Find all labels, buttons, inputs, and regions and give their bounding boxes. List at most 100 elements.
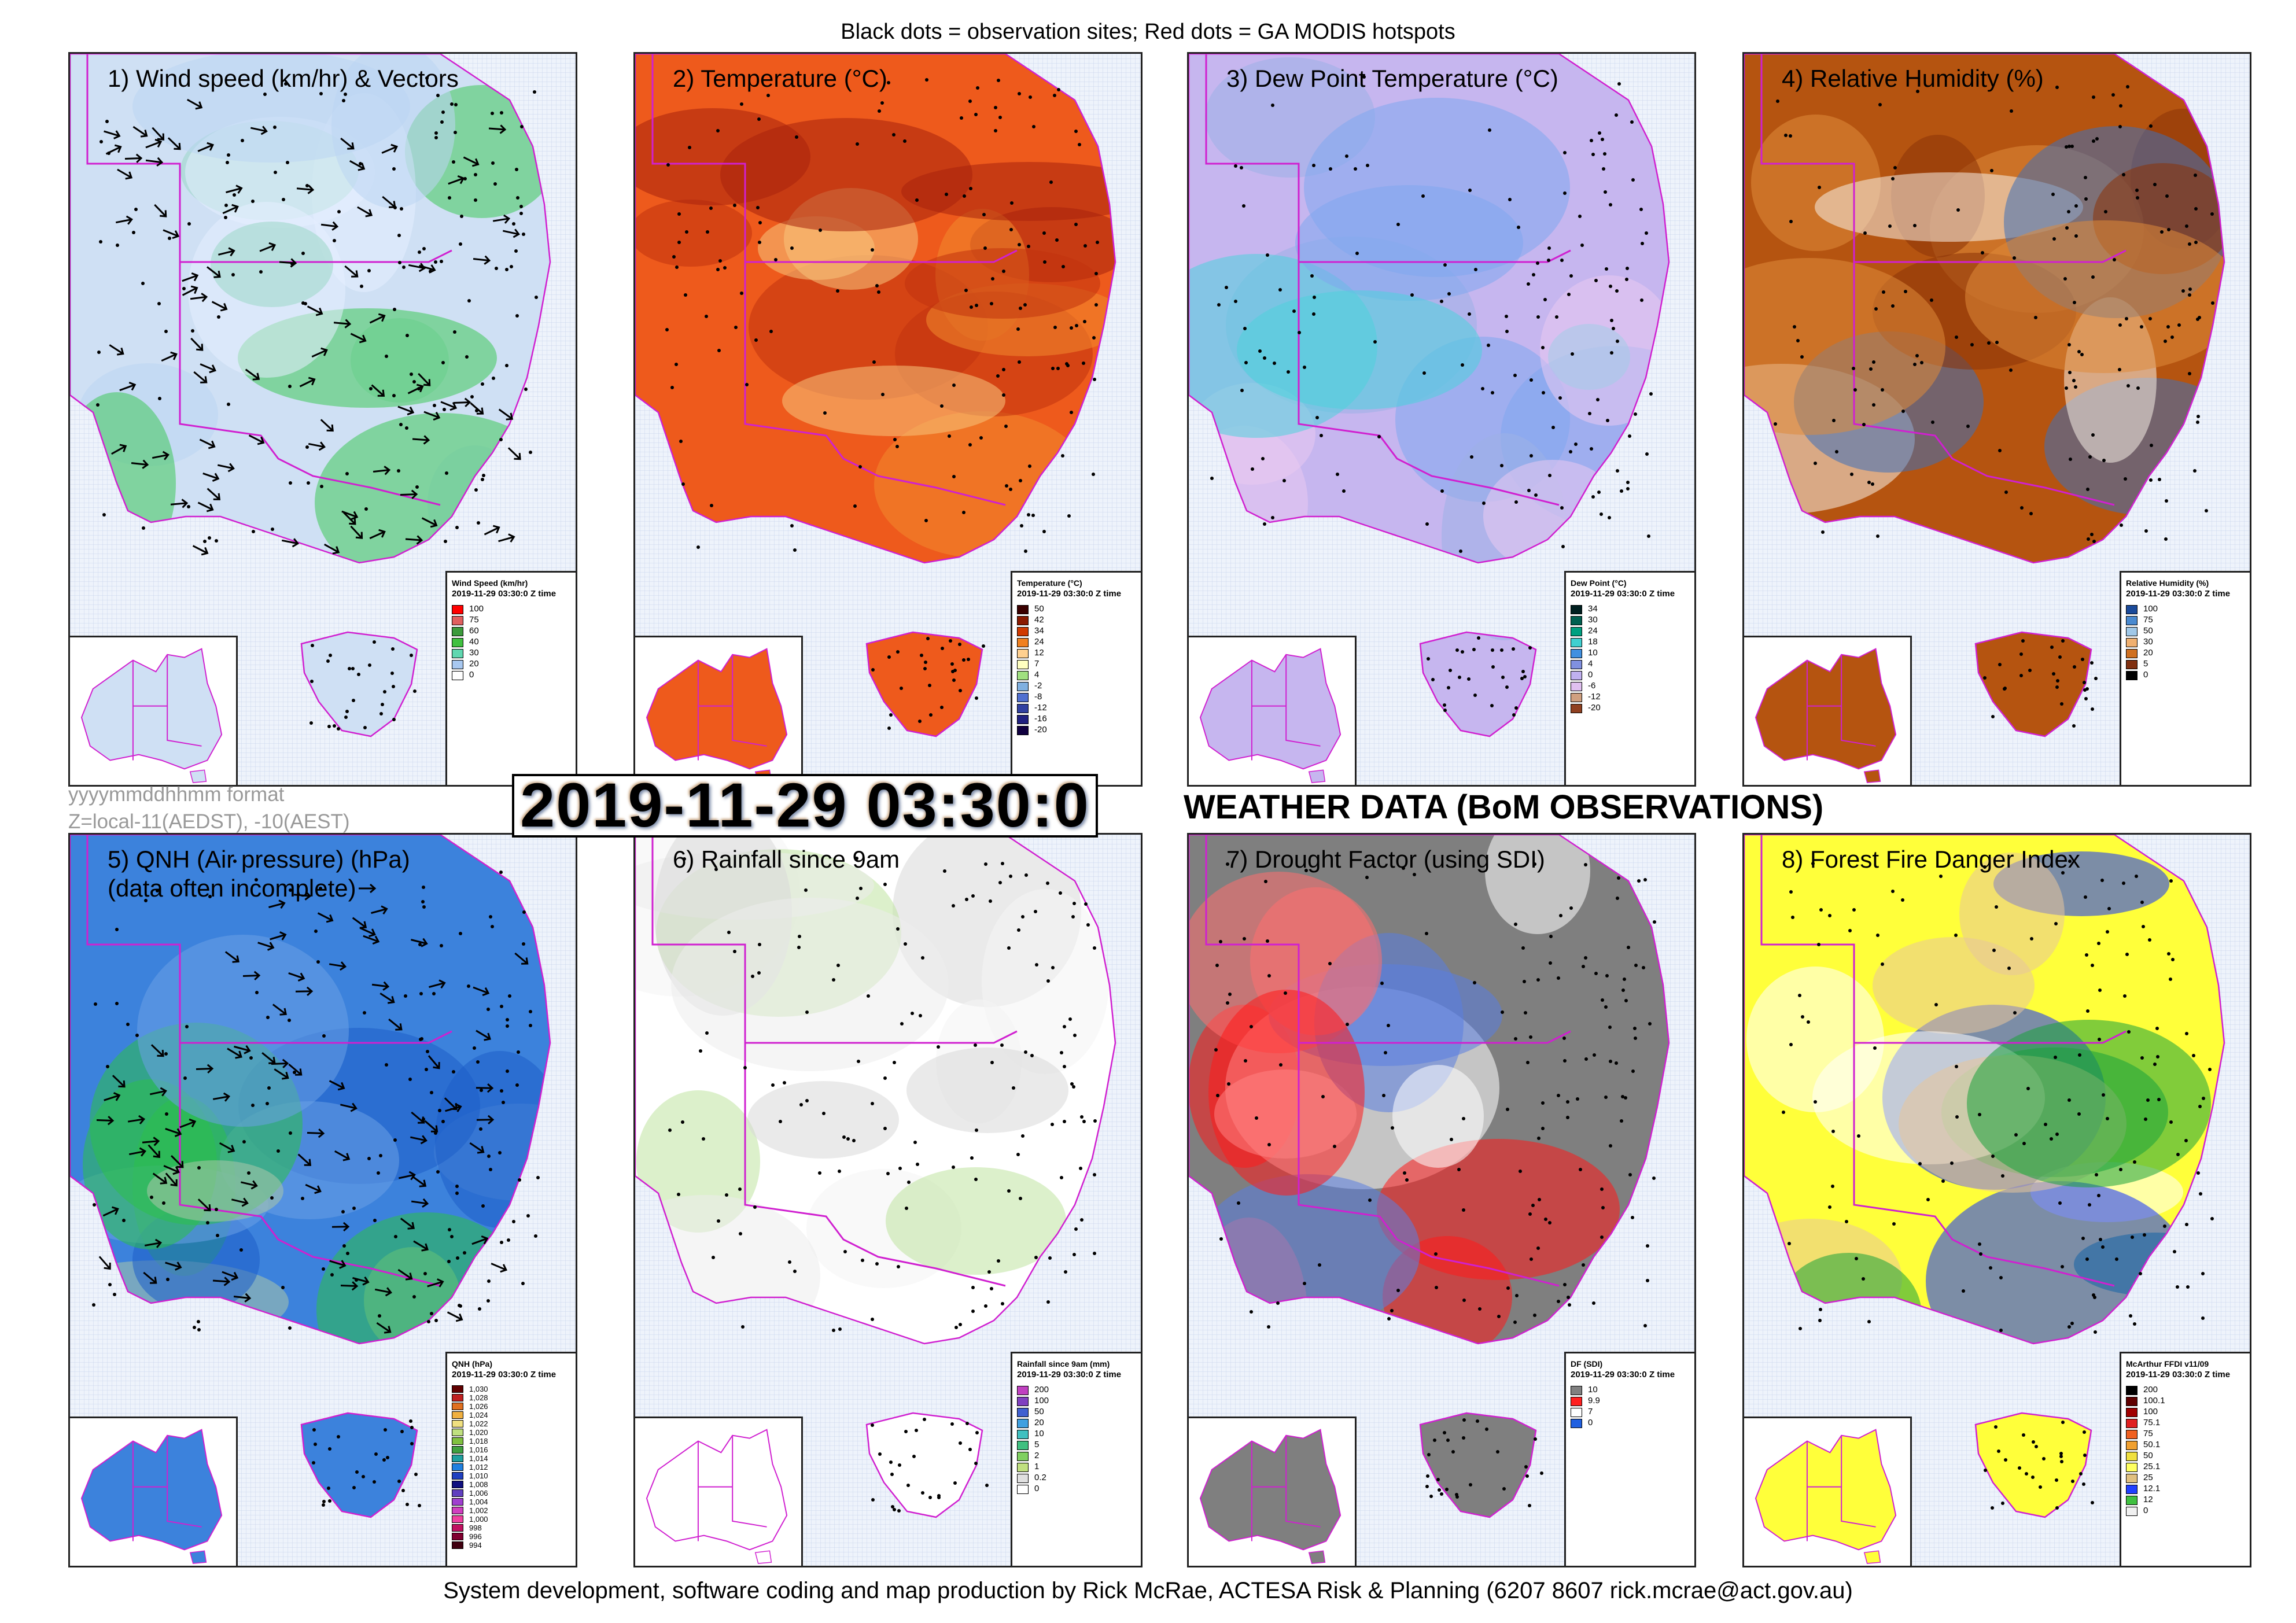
observation-site-dot: [1525, 1474, 1529, 1478]
legend-time: 2019-11-29 03:30:0 Z time: [452, 588, 557, 599]
observation-site-dot: [1867, 1320, 1871, 1323]
observation-site-dot: [1292, 309, 1296, 313]
wind-vector-arrow: [333, 319, 352, 329]
observation-site-dot: [373, 640, 376, 644]
observation-site-dot: [206, 1221, 209, 1224]
observation-site-dot: [2091, 433, 2095, 437]
observation-site-dot: [898, 1167, 902, 1170]
legend-label: 20: [2143, 648, 2153, 658]
observation-site-dot: [790, 524, 794, 528]
observation-site-dot: [1513, 1320, 1517, 1324]
observation-site-dot: [474, 173, 477, 176]
observation-site-dot: [255, 878, 258, 881]
legend-item: 42: [1017, 615, 1136, 626]
observation-site-dot: [357, 673, 360, 676]
legend-label: 1,028: [469, 1393, 488, 1402]
wind-vector-arrow: [373, 466, 391, 475]
map-panel-7: 7) Drought Factor (using SDI) DF (SDI) 2…: [1187, 833, 1696, 1567]
observation-site-dot: [450, 1235, 454, 1238]
observation-site-dot: [968, 99, 972, 103]
legend-item: 5: [1017, 1440, 1136, 1451]
legend-swatch: [452, 1394, 463, 1402]
observation-site-dot: [1060, 1176, 1063, 1179]
state-borders: [651, 54, 1018, 506]
observation-site-dot: [1073, 1253, 1076, 1256]
observation-site-dot: [2021, 639, 2025, 643]
observation-site-dot: [418, 1504, 421, 1507]
observation-site-dot: [242, 1140, 246, 1144]
observation-site-dot: [950, 1422, 954, 1426]
wind-vector-arrow: [299, 377, 316, 388]
observation-site-dot: [1882, 290, 1885, 294]
legend-swatch: [452, 1541, 463, 1550]
observation-site-dot: [919, 1014, 922, 1017]
observation-site-dot: [1818, 1319, 1822, 1322]
observation-site-dot: [952, 1165, 955, 1169]
observation-site-dot: [1646, 1279, 1649, 1282]
observation-site-dot: [893, 438, 897, 441]
legend-item: 75: [2126, 615, 2245, 626]
observation-site-dot: [1835, 450, 1838, 453]
observation-site-dot: [1053, 94, 1056, 97]
observation-site-dot: [305, 184, 309, 187]
observation-site-dot: [452, 1070, 455, 1074]
observation-site-dot: [1615, 1061, 1618, 1065]
wind-vector-arrow: [165, 1128, 182, 1137]
observation-site-dot: [1468, 312, 1471, 316]
observation-site-dot: [1318, 1263, 1321, 1267]
observation-site-dot: [1590, 447, 1593, 451]
observation-site-dot: [1021, 915, 1024, 919]
observation-site-dot: [453, 330, 456, 334]
observation-site-dot: [883, 1127, 887, 1130]
state-borders: [1760, 54, 2127, 506]
legend-label: 75: [2143, 1429, 2153, 1439]
legend-item: -6: [1571, 681, 1690, 692]
legend-swatch: [2126, 659, 2137, 669]
observation-site-dot: [2018, 1466, 2021, 1470]
observation-site-dot: [1228, 993, 1232, 996]
observation-site-dot: [1978, 1242, 1981, 1246]
observation-site-dot: [2090, 661, 2094, 665]
legend-item: 40: [452, 637, 571, 648]
wind-vector-arrow: [419, 264, 436, 274]
observation-site-dot: [727, 931, 731, 934]
observation-site-dot: [1559, 914, 1562, 917]
observation-site-dot: [2004, 1458, 2007, 1462]
observation-site-dot: [1469, 1483, 1472, 1486]
wind-vector-arrow: [329, 1260, 347, 1269]
observation-site-dot: [788, 1260, 791, 1264]
observation-site-dot: [1869, 367, 1873, 371]
wind-vector-arrow: [98, 1256, 111, 1270]
observation-site-dot: [1429, 1495, 1433, 1498]
observation-site-dot: [1800, 355, 1804, 359]
observation-site-dot: [921, 1491, 924, 1495]
observation-site-dot: [1542, 391, 1545, 394]
observation-site-dot: [799, 1103, 803, 1106]
observation-site-dot: [905, 1207, 908, 1210]
wind-vector-arrow: [163, 1165, 180, 1175]
observation-site-dot: [2060, 1460, 2063, 1463]
observation-site-dot: [969, 187, 972, 190]
panel-title-text: 8) Forest Fire Danger Index: [1782, 846, 2080, 873]
observation-site-dot: [414, 1473, 418, 1476]
observation-site-dot: [1391, 1126, 1394, 1130]
observation-site-dot: [1995, 905, 1998, 909]
observation-site-dot: [1342, 489, 1346, 493]
observation-site-dot: [2124, 477, 2127, 481]
wind-vector-arrow: [274, 1068, 289, 1080]
observation-site-dot: [2044, 1123, 2047, 1126]
observation-site-dot: [409, 1419, 412, 1423]
wind-vector-arrow: [144, 1238, 163, 1248]
observation-site-dot: [2067, 1098, 2071, 1102]
observation-site-dot: [2188, 287, 2192, 291]
observation-site-dot: [1828, 1205, 1831, 1209]
wind-vector-arrow: [453, 397, 471, 407]
observation-site-dot: [998, 881, 1002, 884]
observation-site-dot: [1029, 95, 1032, 99]
observation-site-dot: [1276, 1301, 1280, 1305]
observation-site-dot: [1462, 1418, 1466, 1422]
legend-item: 24: [1571, 626, 1690, 637]
observation-site-dot: [1621, 988, 1625, 992]
observation-site-dot: [404, 994, 407, 998]
observation-site-dot: [1084, 902, 1088, 906]
